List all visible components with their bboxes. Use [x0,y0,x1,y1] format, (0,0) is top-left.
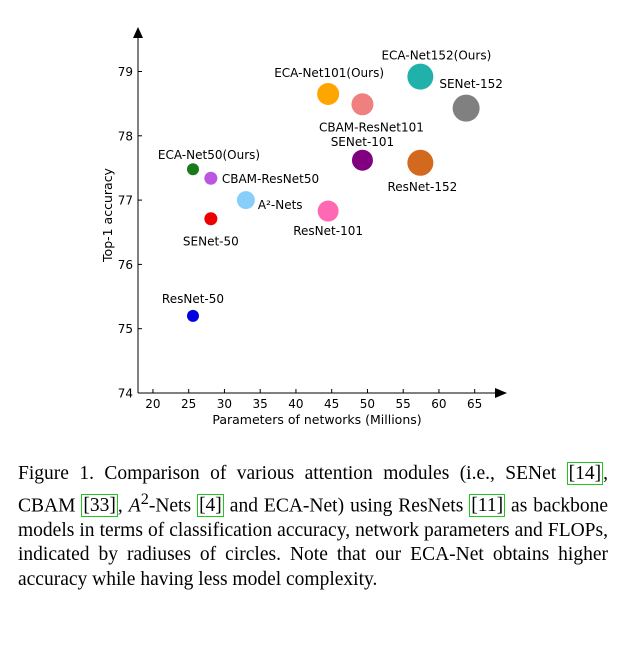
data-points [186,63,480,322]
x-tick-label: 55 [396,397,411,411]
data-point [351,93,374,116]
data-point [407,63,434,90]
math-symbol: A [128,495,141,516]
data-point-label: SENet-101 [331,135,395,149]
data-point-label: ResNet-101 [293,224,363,238]
data-point-label: ResNet-50 [162,292,224,306]
data-point [407,149,434,176]
citation-link[interactable]: [33] [81,494,118,517]
caption-text: -Nets [148,495,198,516]
data-point-label: ECA-Net152(Ours) [381,49,491,63]
y-tick-label: 78 [118,129,133,143]
x-axis-arrowhead [495,388,507,398]
data-point [351,149,373,171]
caption-text: and ECA-Net) using ResNets [223,495,470,516]
scatter-chart: 20 25 30 35 40 45 50 55 60 65 74 75 76 77 78 79 ResNet-… [100,27,507,427]
y-axis-arrowhead [133,27,143,38]
x-tick-label: 40 [288,397,303,411]
data-point-label: SENet-152 [439,77,503,91]
data-point [186,163,199,176]
data-point [204,212,218,226]
data-point-label: ECA-Net50(Ours) [158,148,260,162]
math-superscript: 2 [140,489,149,508]
y-tick-label: 75 [118,322,133,336]
data-point-label: CBAM-ResNet50 [222,172,319,186]
y-tick-label: 76 [118,258,133,272]
x-tick-label: 60 [431,397,446,411]
caption-text: as backbone models in terms of classific… [18,495,608,590]
axes [133,27,507,398]
x-tick-label: 25 [181,397,196,411]
x-tick-label: 50 [360,397,375,411]
y-tick-label: 77 [118,194,133,208]
data-point-label: ResNet-152 [387,180,457,194]
x-tick-label: 45 [324,397,339,411]
figure-caption: Figure 1. Comparison of various attentio… [18,462,608,592]
citation-link[interactable]: [4] [197,494,224,517]
data-point-label: A²-Nets [258,198,303,212]
data-point [317,200,339,222]
data-point [317,83,340,106]
data-point-label: SENet-50 [183,235,239,249]
point-labels: ResNet-50 SENet-50 A²-Nets CBAM-ResNet50 ECA… [158,49,503,306]
ticks: 20 25 30 35 40 45 50 55 60 65 74 75 76 77 78 79 [118,65,483,411]
x-tick-label: 35 [253,397,268,411]
citation-link[interactable]: [14] [566,462,604,485]
data-point [452,94,480,122]
data-point-label: ECA-Net101(Ours) [274,66,384,80]
x-tick-label: 20 [145,397,160,411]
y-axis-label: Top-1 accuracy [100,167,115,263]
x-tick-label: 30 [217,397,232,411]
y-tick-label: 79 [118,65,133,79]
caption-text: , [117,495,129,516]
data-point [204,171,218,185]
x-axis-label: Parameters of networks (Millions) [212,412,421,427]
data-point-label: CBAM-ResNet101 [319,120,424,134]
y-tick-label: 74 [118,387,133,401]
data-point [186,309,199,322]
citation-link[interactable]: [11] [469,494,506,517]
x-tick-label: 65 [467,397,482,411]
caption-text: Figure 1. Comparison of various attentio… [18,463,567,484]
caption-text: , CBAM [18,463,608,516]
data-point [236,191,255,210]
